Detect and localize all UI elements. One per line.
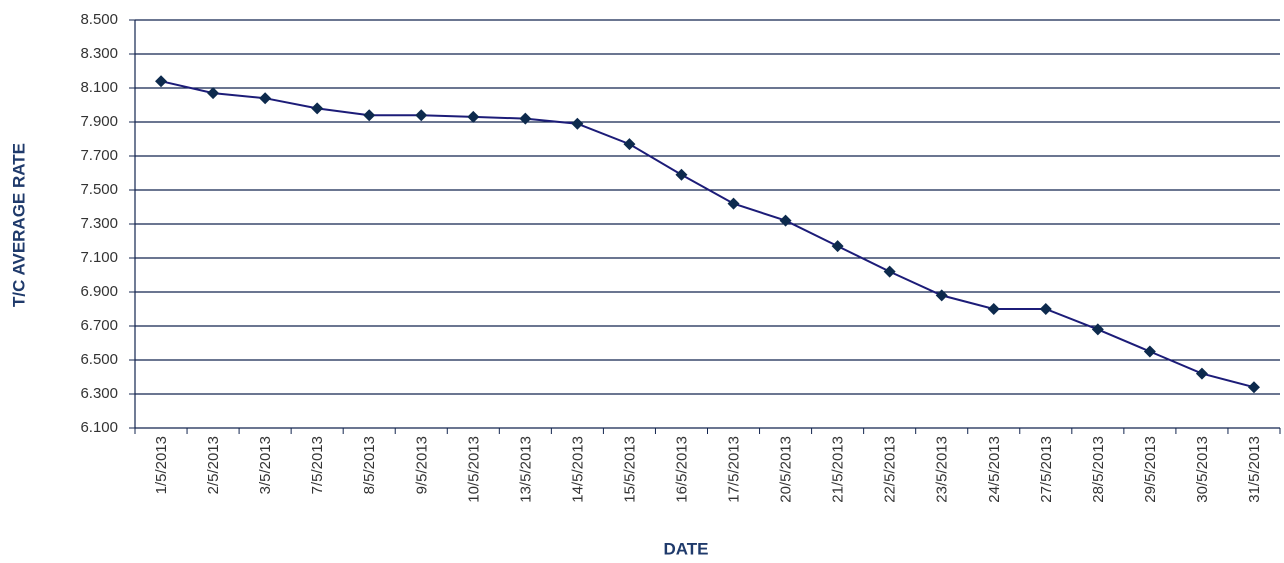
chart: T/C AVERAGE RATE DATE 6.100 6.300 6.500 6.7… [0, 0, 1284, 563]
y-tick-label: 7.900 [80, 113, 118, 130]
y-tick-label: 7.100 [80, 249, 118, 266]
marker [1248, 381, 1260, 393]
x-tick-label: 14/5/2013 [569, 436, 586, 503]
y-tick-label: 8.300 [80, 45, 118, 62]
marker [884, 266, 896, 278]
marker [623, 138, 635, 150]
x-tick-label: 7/5/2013 [309, 436, 326, 494]
y-tick-label: 6.900 [80, 283, 118, 300]
marker [571, 118, 583, 130]
y-tick-label: 6.500 [80, 351, 118, 368]
marker [780, 215, 792, 227]
x-tick-label: 22/5/2013 [882, 436, 899, 503]
y-axis-title: T/C AVERAGE RATE [9, 143, 28, 307]
marker [936, 289, 948, 301]
x-tick-label: 29/5/2013 [1142, 436, 1159, 503]
marker [519, 113, 531, 125]
y-tick-label: 7.300 [80, 215, 118, 232]
x-axis-title: DATE [663, 539, 708, 558]
x-tick-label: 8/5/2013 [361, 436, 378, 494]
y-tick-label: 8.500 [80, 11, 118, 28]
y-tick-label: 6.100 [80, 419, 118, 436]
y-tick-label: 7.500 [80, 181, 118, 198]
x-tick-label: 10/5/2013 [465, 436, 482, 503]
marker [415, 109, 427, 121]
marker [1196, 368, 1208, 380]
line [161, 81, 1254, 387]
page: {"chart_data": {"type": "line", "x_label… [0, 0, 1284, 563]
marker [207, 87, 219, 99]
x-tick-label: 15/5/2013 [621, 436, 638, 503]
x-tick-label: 1/5/2013 [153, 436, 170, 494]
y-tick-label: 8.100 [80, 79, 118, 96]
marker [155, 75, 167, 87]
x-tick-label: 2/5/2013 [205, 436, 222, 494]
y-tick-label: 6.700 [80, 317, 118, 334]
x-tick-label: 17/5/2013 [726, 436, 743, 503]
marker [467, 111, 479, 123]
marker [1092, 323, 1104, 335]
x-tick-label: 30/5/2013 [1194, 436, 1211, 503]
marker [1144, 346, 1156, 358]
x-tick-label: 16/5/2013 [673, 436, 690, 503]
marker [1040, 303, 1052, 315]
x-tick-label: 28/5/2013 [1090, 436, 1107, 503]
x-tick-label: 3/5/2013 [257, 436, 274, 494]
x-tick-label: 20/5/2013 [778, 436, 795, 503]
y-tick-label: 6.300 [80, 385, 118, 402]
marker [832, 240, 844, 252]
x-tick-label: 23/5/2013 [934, 436, 951, 503]
marker [728, 198, 740, 210]
x-tick-label: 31/5/2013 [1246, 436, 1263, 503]
marker [675, 169, 687, 181]
x-tick-label: 13/5/2013 [517, 436, 534, 503]
x-tick-label: 9/5/2013 [413, 436, 430, 494]
marker [259, 92, 271, 104]
x-tick-label: 27/5/2013 [1038, 436, 1055, 503]
marker [988, 303, 1000, 315]
y-tick-label: 7.700 [80, 147, 118, 164]
marker [311, 102, 323, 114]
marker [363, 109, 375, 121]
x-tick-label: 21/5/2013 [830, 436, 847, 503]
x-tick-label: 24/5/2013 [986, 436, 1003, 503]
